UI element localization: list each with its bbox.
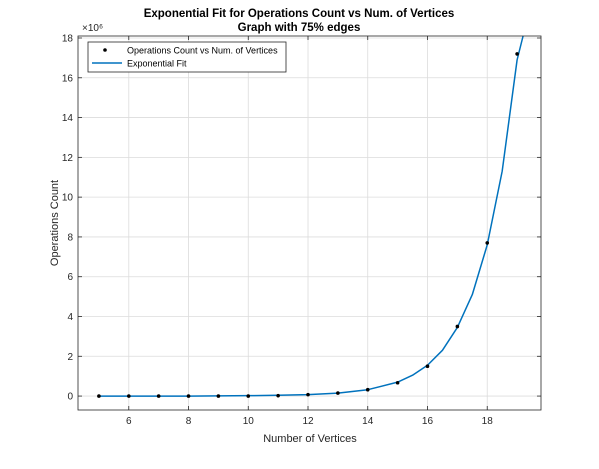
axes-box xyxy=(77,35,542,411)
data-point xyxy=(365,387,370,392)
x-tick-label: 18 xyxy=(482,416,494,427)
data-point xyxy=(515,52,519,56)
y-exponent-label: ×10⁶ xyxy=(82,23,103,34)
legend-box xyxy=(87,41,287,73)
data-point xyxy=(126,394,131,398)
y-tick-label: 8 xyxy=(67,232,73,243)
data-point xyxy=(485,241,490,245)
y-tick-label: 6 xyxy=(67,272,73,283)
y-tick-label: 14 xyxy=(62,113,74,124)
y-tick-label: 4 xyxy=(67,312,73,323)
chart-title: Exponential Fit for Operations Count vs … xyxy=(144,8,455,20)
y-tick-label: 2 xyxy=(67,352,73,363)
data-point xyxy=(186,394,191,398)
y-axis-label: Operations Count xyxy=(49,180,61,266)
fit-line-series-1 xyxy=(98,35,524,397)
series-layer xyxy=(97,35,524,398)
plot-area xyxy=(78,36,541,410)
y-tick-label: 10 xyxy=(62,193,74,204)
data-point xyxy=(425,364,430,369)
ticks: 6 8 10 12 14 16 18 0 2 4 6 8 10 12 14 16 18 xyxy=(62,33,541,427)
x-tick-label: 8 xyxy=(186,416,192,427)
data-point xyxy=(395,380,400,385)
legend-entry-fit: Exponential Fit xyxy=(127,59,187,69)
data-point xyxy=(156,394,161,398)
legend-entry-observations: Operations Count vs Num. of Vertices xyxy=(127,46,278,56)
x-axis-label: Number of Vertices xyxy=(263,433,357,445)
data-point xyxy=(455,324,460,329)
legend: Operations Count vs Num. of Vertices Exp… xyxy=(87,41,287,73)
y-tick-label: 12 xyxy=(62,153,74,164)
x-tick-label: 10 xyxy=(243,416,255,427)
data-point xyxy=(216,394,221,398)
data-point xyxy=(306,392,310,397)
y-tick-label: 16 xyxy=(62,73,74,84)
data-point xyxy=(336,391,340,395)
data-point xyxy=(276,393,280,398)
y-tick-label: 18 xyxy=(62,33,74,44)
legend-marker-icon xyxy=(103,48,107,52)
x-tick-label: 12 xyxy=(302,416,314,427)
x-tick-label: 16 xyxy=(422,416,434,427)
x-tick-label: 6 xyxy=(126,416,132,427)
x-tick-label: 14 xyxy=(362,416,374,427)
data-point xyxy=(97,394,101,398)
chart-subtitle: Graph with 75% edges xyxy=(238,22,361,34)
data-point xyxy=(246,394,251,398)
y-tick-label: 0 xyxy=(67,392,73,403)
